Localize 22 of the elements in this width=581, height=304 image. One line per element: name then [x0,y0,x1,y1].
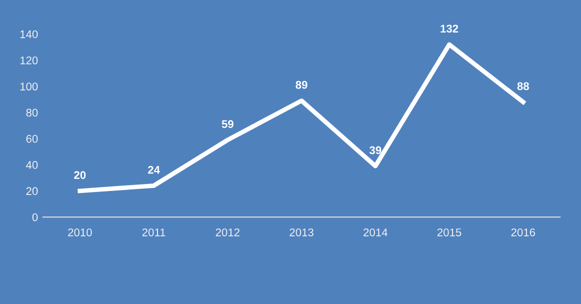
y-tick-label: 120 [20,56,38,64]
y-tick-label: 140 [20,30,38,38]
x-tick-label: 2013 [290,228,314,236]
x-tick-label: 2014 [364,228,388,236]
x-tick-label: 2012 [216,228,240,236]
x-tick-label: 2016 [511,228,536,236]
y-tick-label: 0 [32,213,38,222]
data-label: 88 [517,82,529,90]
data-label: 20 [74,171,86,179]
data-label: 59 [222,120,234,128]
y-tick-label: 40 [26,161,38,169]
x-tick-label: 2015 [437,228,462,236]
y-tick-label: 100 [20,82,38,90]
x-tick-label: 2010 [68,228,92,236]
data-label: 132 [440,24,458,33]
y-tick-label: 20 [26,187,38,196]
data-label: 39 [369,146,382,154]
data-label: 89 [296,80,308,89]
x-tick-label: 2011 [142,228,166,236]
data-label: 24 [148,166,160,174]
y-tick-label: 80 [26,108,38,117]
y-tick-label: 60 [26,134,38,143]
